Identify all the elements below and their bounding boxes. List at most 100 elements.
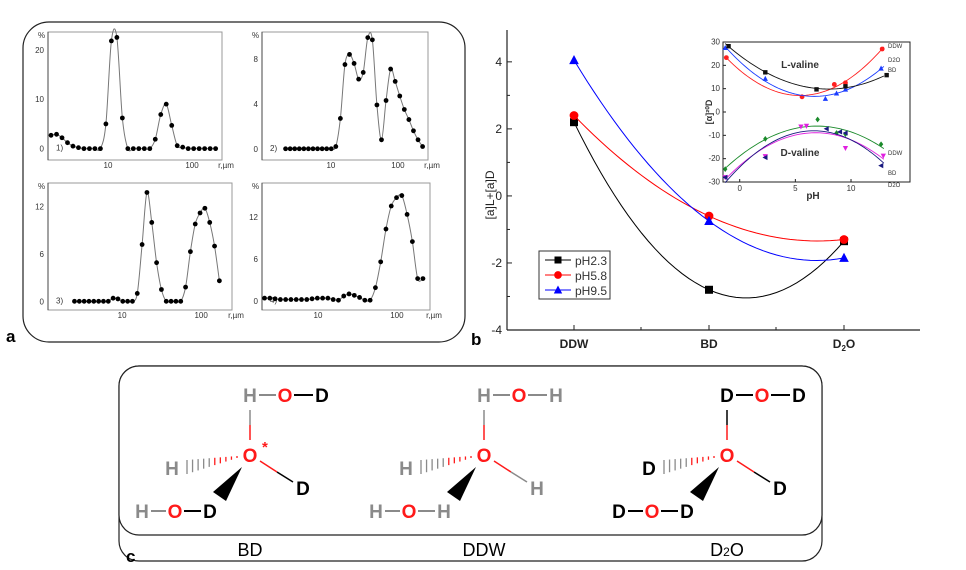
data-point <box>101 298 106 304</box>
x-category-label: DDW <box>560 337 589 351</box>
legend-label: pH2.3 <box>575 254 607 268</box>
data-point <box>336 297 341 303</box>
data-point <box>103 121 109 127</box>
bottom-molecule-atom: D <box>680 502 694 523</box>
y-tick-label: 30 <box>711 38 720 47</box>
data-point <box>420 276 426 281</box>
fit-curve <box>74 191 220 303</box>
data-point <box>283 297 289 302</box>
y-tick-label: 4 <box>254 100 259 109</box>
data-point <box>333 144 339 149</box>
panel-a-label: a <box>6 327 16 346</box>
top-molecule-atom: H <box>243 386 257 407</box>
data-point <box>183 284 188 290</box>
data-point <box>267 295 273 301</box>
size-distribution-chart-1: % 0 10 20 10 100 r,µm 1) <box>35 28 234 170</box>
data-point <box>54 131 59 137</box>
panel-number: 3) <box>56 296 63 305</box>
data-point <box>174 143 180 149</box>
y-tick-label: 6 <box>40 250 45 259</box>
y-tick-label: -4 <box>491 323 502 337</box>
data-point <box>76 298 82 304</box>
y-tick-label: 12 <box>249 213 258 222</box>
data-point <box>814 87 819 92</box>
data-point <box>803 123 810 129</box>
data-point <box>139 242 145 247</box>
data-point <box>880 153 886 159</box>
panel-c-inner-frame <box>118 365 823 536</box>
x-tick-label: 10 <box>118 311 127 320</box>
y-tick-label: -2 <box>491 256 502 270</box>
data-point <box>373 285 378 291</box>
panel-a-frame <box>22 21 466 343</box>
data-point <box>158 112 164 117</box>
y-tick-label: 10 <box>711 84 720 93</box>
data-point <box>722 174 728 180</box>
data-point <box>154 260 159 266</box>
data-point <box>304 297 310 302</box>
central-oxygen: O <box>477 446 492 467</box>
bottom-molecule-atom: D <box>612 502 626 523</box>
data-point <box>357 295 362 300</box>
data-point <box>207 220 213 225</box>
right-atom: D <box>773 479 787 500</box>
fit-curve <box>264 193 424 302</box>
annotation-d-valine: D-valine <box>781 148 820 159</box>
y-tick-label: 20 <box>35 46 44 55</box>
data-point <box>388 203 394 209</box>
solid-wedge-bond <box>690 467 719 501</box>
data-point <box>342 62 348 67</box>
data-point <box>763 135 768 142</box>
data-point <box>399 193 405 198</box>
data-point <box>283 146 288 152</box>
data-point <box>360 70 366 75</box>
fit-curve <box>285 31 424 150</box>
data-point <box>119 115 125 121</box>
inset-series-D-DDW: DDW <box>723 116 903 173</box>
data-point <box>704 215 714 226</box>
fit-curve <box>724 125 885 169</box>
series-pH9.5 <box>569 54 849 262</box>
data-point <box>306 146 311 152</box>
data-point <box>569 111 579 120</box>
central-oxygen: O <box>243 446 258 467</box>
size-distribution-chart-2: % 0 4 8 10 100 r,µm 2) <box>252 31 440 170</box>
category-text: BD <box>700 337 718 351</box>
category-text-tail: O <box>846 337 855 351</box>
top-molecule-atom: D <box>315 386 329 407</box>
data-point <box>48 132 54 138</box>
left-atom: H <box>165 459 179 480</box>
data-point <box>59 135 65 141</box>
data-point <box>351 292 357 298</box>
x-category-label: BD <box>700 337 718 351</box>
data-point <box>325 295 331 301</box>
data-point <box>319 146 325 152</box>
data-point <box>843 84 848 89</box>
data-point <box>346 291 352 297</box>
left-atom: H <box>399 459 413 480</box>
data-point <box>168 298 174 304</box>
data-point <box>81 146 87 152</box>
size-distribution-chart-3: % 0 6 12 10 100 r,µm 3) <box>35 182 244 320</box>
data-point <box>125 298 131 304</box>
data-point <box>91 298 97 304</box>
data-point <box>397 93 403 99</box>
data-point <box>310 146 316 152</box>
data-point <box>292 146 298 152</box>
data-point <box>723 166 728 173</box>
bottom-molecule-atom: D <box>203 502 217 523</box>
right-atom: H <box>530 479 544 500</box>
y-axis-title: [α]²⁰D <box>704 99 714 124</box>
data-point <box>213 146 219 152</box>
data-point <box>401 107 407 112</box>
data-point <box>374 102 380 108</box>
data-point <box>185 146 191 152</box>
data-point <box>842 130 848 136</box>
bond <box>753 471 771 483</box>
data-point <box>404 212 410 217</box>
data-point <box>330 297 336 302</box>
